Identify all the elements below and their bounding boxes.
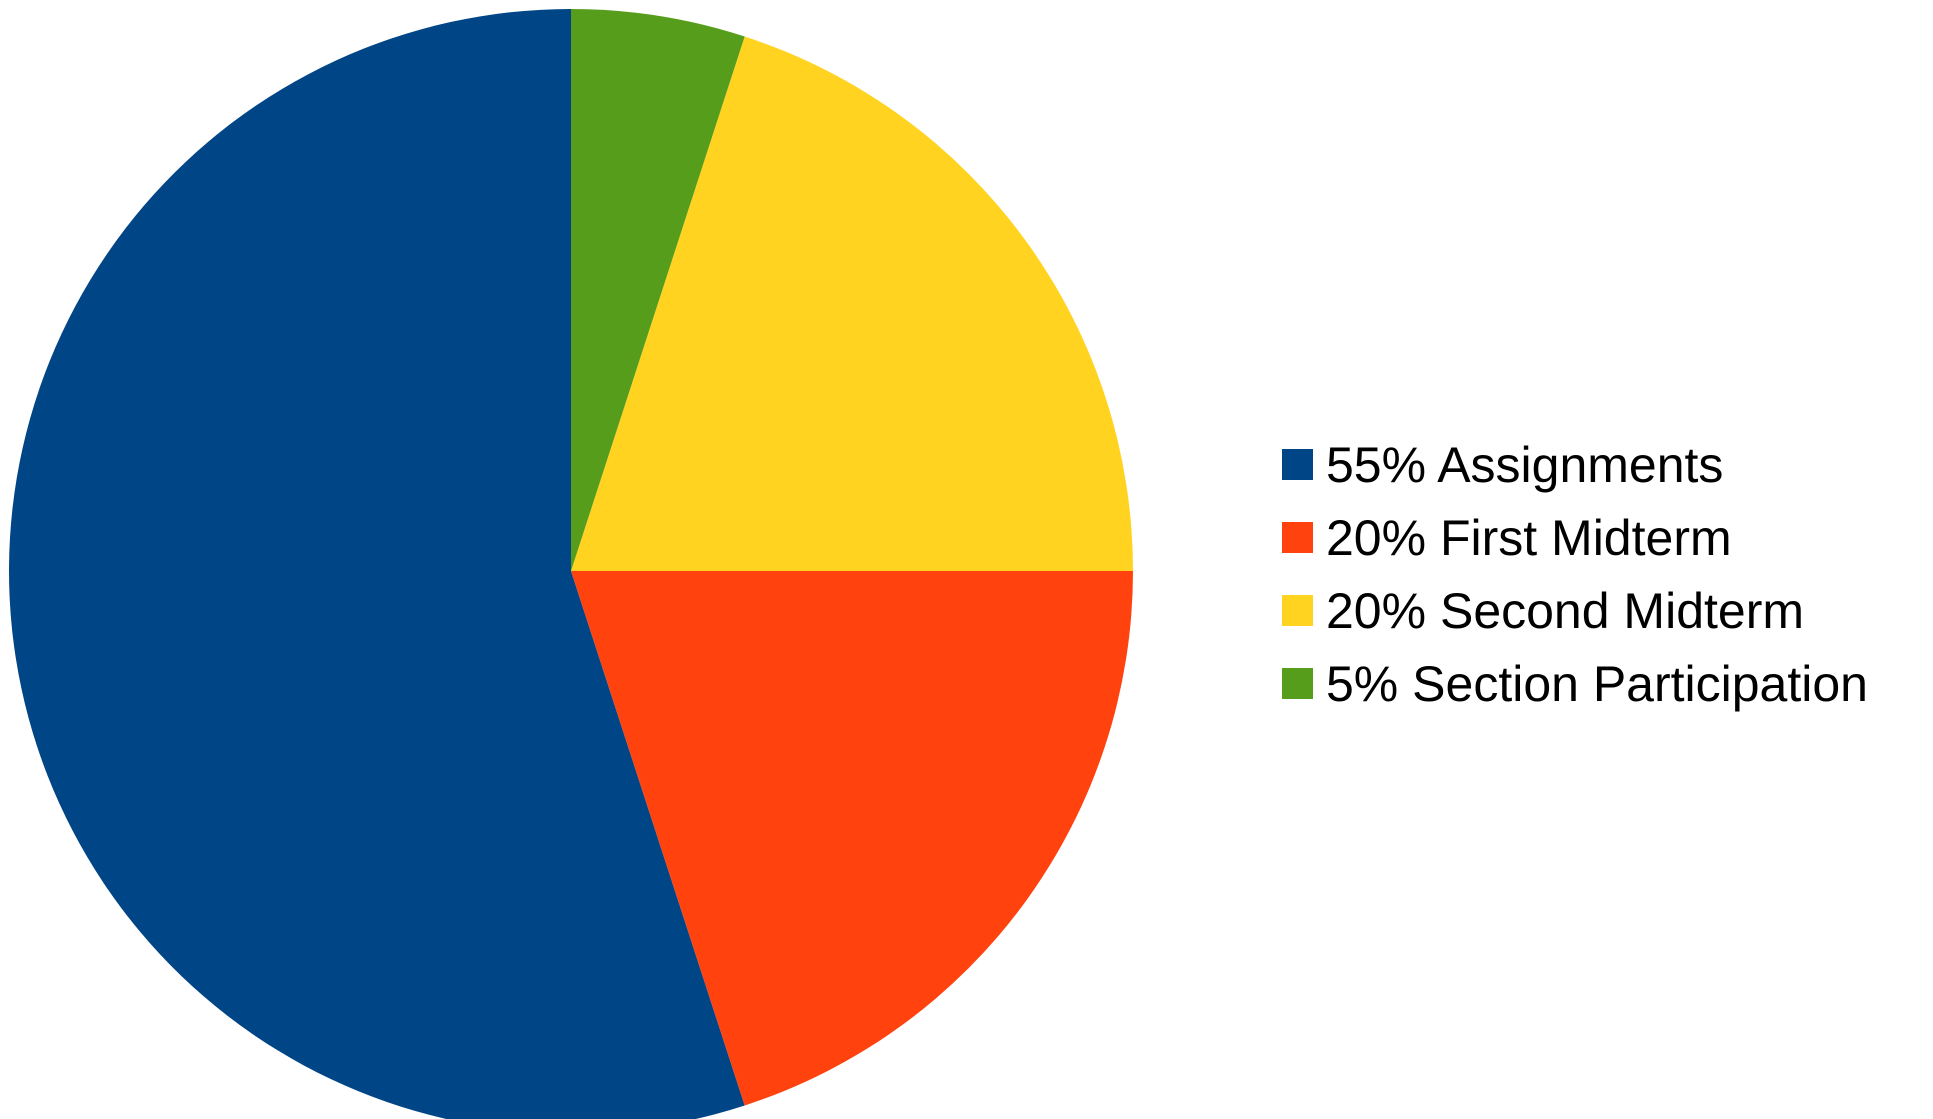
legend-item-section-participation: 5% Section Participation: [1282, 647, 1868, 720]
legend-label: 55% Assignments: [1326, 436, 1724, 493]
legend-item-assignments: 55% Assignments: [1282, 428, 1868, 501]
legend: 55% Assignments 20% First Midterm 20% Se…: [1282, 428, 1868, 720]
slice-first-midterm: [571, 571, 1133, 1106]
legend-swatch: [1282, 668, 1313, 699]
legend-label: 20% First Midterm: [1326, 509, 1732, 566]
legend-item-first-midterm: 20% First Midterm: [1282, 501, 1868, 574]
legend-item-second-midterm: 20% Second Midterm: [1282, 574, 1868, 647]
legend-swatch: [1282, 449, 1313, 480]
slice-assignments: [8, 9, 745, 1119]
pie-slices: [8, 9, 1133, 1119]
legend-swatch: [1282, 522, 1313, 553]
legend-label: 5% Section Participation: [1326, 655, 1868, 712]
legend-swatch: [1282, 595, 1313, 626]
legend-label: 20% Second Midterm: [1326, 582, 1805, 639]
slice-second-midterm: [571, 36, 1133, 572]
slice-section-participation: [571, 9, 745, 571]
